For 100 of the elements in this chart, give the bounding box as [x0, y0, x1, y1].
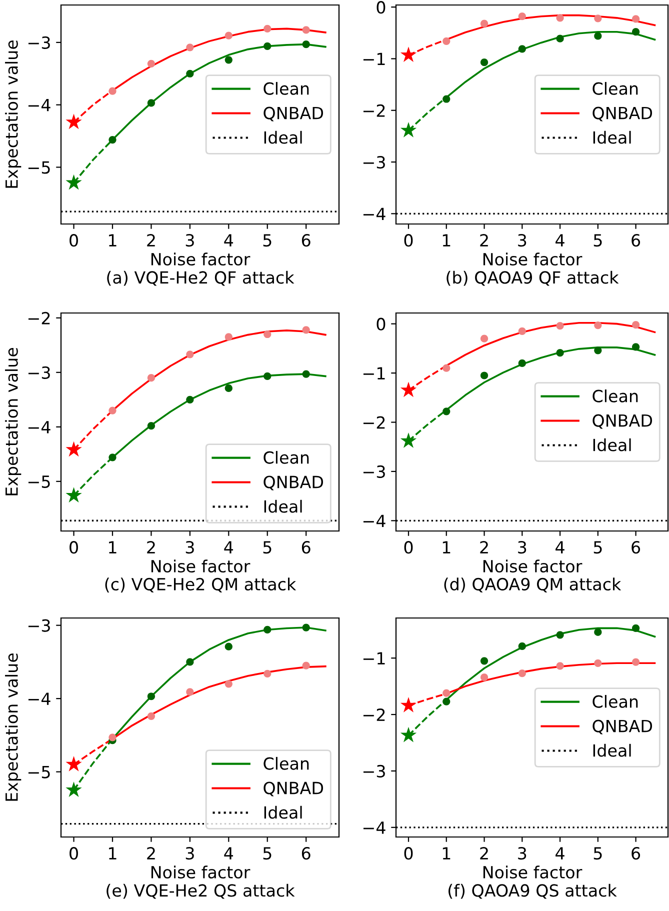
- point: [186, 350, 194, 358]
- y-axis-title: Expectation value: [5, 653, 22, 801]
- x-tick-label: 6: [302, 847, 310, 860]
- y-tick-label: −3: [363, 764, 385, 778]
- point: [264, 24, 272, 33]
- point: [594, 14, 602, 22]
- point: [594, 659, 602, 667]
- point: [632, 15, 640, 23]
- y-tick-label: −5: [28, 161, 50, 174]
- point: [632, 624, 640, 632]
- point: [442, 37, 450, 45]
- point: [480, 372, 488, 380]
- y-tick-label: −2: [363, 708, 385, 721]
- x-tick-label: 4: [224, 847, 234, 860]
- point: [480, 58, 488, 66]
- x-tick-label: 3: [186, 847, 194, 860]
- y-tick-label: −3: [363, 465, 385, 478]
- x-tick-label: 6: [632, 847, 640, 860]
- x-tick-label: 1: [442, 234, 450, 246]
- text: (d) QAOA9 QM attack: [444, 578, 622, 592]
- x-tick-label: 2: [147, 541, 155, 554]
- point: [302, 624, 310, 632]
- x-tick-label: 3: [518, 847, 526, 860]
- point: [224, 333, 232, 341]
- point: [224, 680, 232, 688]
- x-tick-label: 4: [556, 847, 564, 860]
- y-tick-label: 0: [376, 1, 386, 14]
- point: [147, 374, 156, 382]
- point: [264, 372, 272, 380]
- text: (c) VQE-He2 QM attack: [105, 578, 296, 592]
- x-tick-label: 0: [70, 541, 78, 554]
- point: [442, 364, 450, 372]
- point: [147, 692, 156, 700]
- y-tick-label: 0: [376, 318, 386, 330]
- text: (f) QAOA9 QS attack: [448, 884, 617, 899]
- x-tick-label: 5: [594, 234, 602, 247]
- x-tick-label: 6: [632, 234, 640, 247]
- x-tick-label: 3: [518, 234, 526, 247]
- x-tick-label: 4: [224, 541, 234, 554]
- point: [224, 56, 232, 64]
- x-tick-label: 2: [480, 234, 488, 246]
- point: [264, 330, 272, 338]
- point: [442, 698, 450, 706]
- legend-label: Ideal: [593, 130, 631, 144]
- point: [594, 322, 602, 330]
- legend-label: QNBAD: [592, 720, 652, 734]
- y-axis-title: Expectation value: [5, 40, 22, 188]
- x-tick-label: 5: [594, 541, 602, 554]
- point: [556, 322, 564, 330]
- x-tick-label: 1: [109, 847, 116, 860]
- point: [224, 32, 232, 40]
- point: [480, 673, 488, 682]
- legend-label: Clean: [264, 450, 309, 464]
- legend-label: QNBAD: [264, 476, 324, 490]
- x-tick-label: 4: [556, 541, 564, 554]
- point: [302, 370, 310, 378]
- point: [594, 628, 602, 636]
- point: [518, 12, 526, 20]
- point: [108, 136, 116, 144]
- x-axis-title: Noise factor: [483, 560, 582, 573]
- point: [66, 756, 82, 772]
- x-tick-label: 1: [442, 541, 450, 554]
- legend-label: Clean: [592, 82, 638, 95]
- point: [186, 70, 194, 78]
- x-axis-title: Noise factor: [151, 866, 250, 879]
- point: [108, 734, 116, 742]
- y-tick-label: −5: [28, 766, 50, 778]
- y-tick-label: −1: [363, 652, 385, 664]
- legend-label: QNBAD: [592, 414, 652, 429]
- point: [442, 408, 450, 416]
- legend-label: QNBAD: [592, 106, 652, 122]
- point: [108, 87, 116, 95]
- y-tick-label: −4: [28, 692, 50, 705]
- point: [400, 696, 417, 712]
- legend-label: Clean: [592, 389, 638, 402]
- x-tick-label: 5: [263, 847, 272, 860]
- y-tick-label: −3: [28, 366, 50, 379]
- y-tick-label: −3: [363, 156, 385, 169]
- x-tick-label: 5: [263, 234, 272, 247]
- y-tick-label: −4: [363, 822, 386, 834]
- x-axis-title: Noise factor: [483, 866, 582, 879]
- text: (b) QAOA9 QF attack: [446, 270, 619, 286]
- y-tick-label: −2: [363, 416, 385, 429]
- x-tick-label: 3: [186, 234, 194, 247]
- y-tick-label: −1: [363, 52, 385, 66]
- x-tick-label: 1: [109, 234, 116, 246]
- y-axis-title: Expectation value: [5, 348, 22, 496]
- x-tick-label: 4: [556, 234, 564, 246]
- x-tick-label: 6: [302, 234, 310, 247]
- legend-label: Ideal: [264, 500, 302, 513]
- y-tick-label: −2: [28, 312, 50, 324]
- point: [66, 487, 82, 502]
- y-tick-label: −4: [363, 514, 386, 527]
- x-axis-title: Noise factor: [483, 252, 582, 266]
- text: (a) VQE-He2 QF attack: [107, 270, 294, 286]
- point: [66, 782, 82, 798]
- y-tick-label: −4: [28, 421, 50, 434]
- x-tick-label: 1: [442, 847, 450, 860]
- y-tick-label: −4: [28, 99, 50, 112]
- point: [518, 45, 526, 53]
